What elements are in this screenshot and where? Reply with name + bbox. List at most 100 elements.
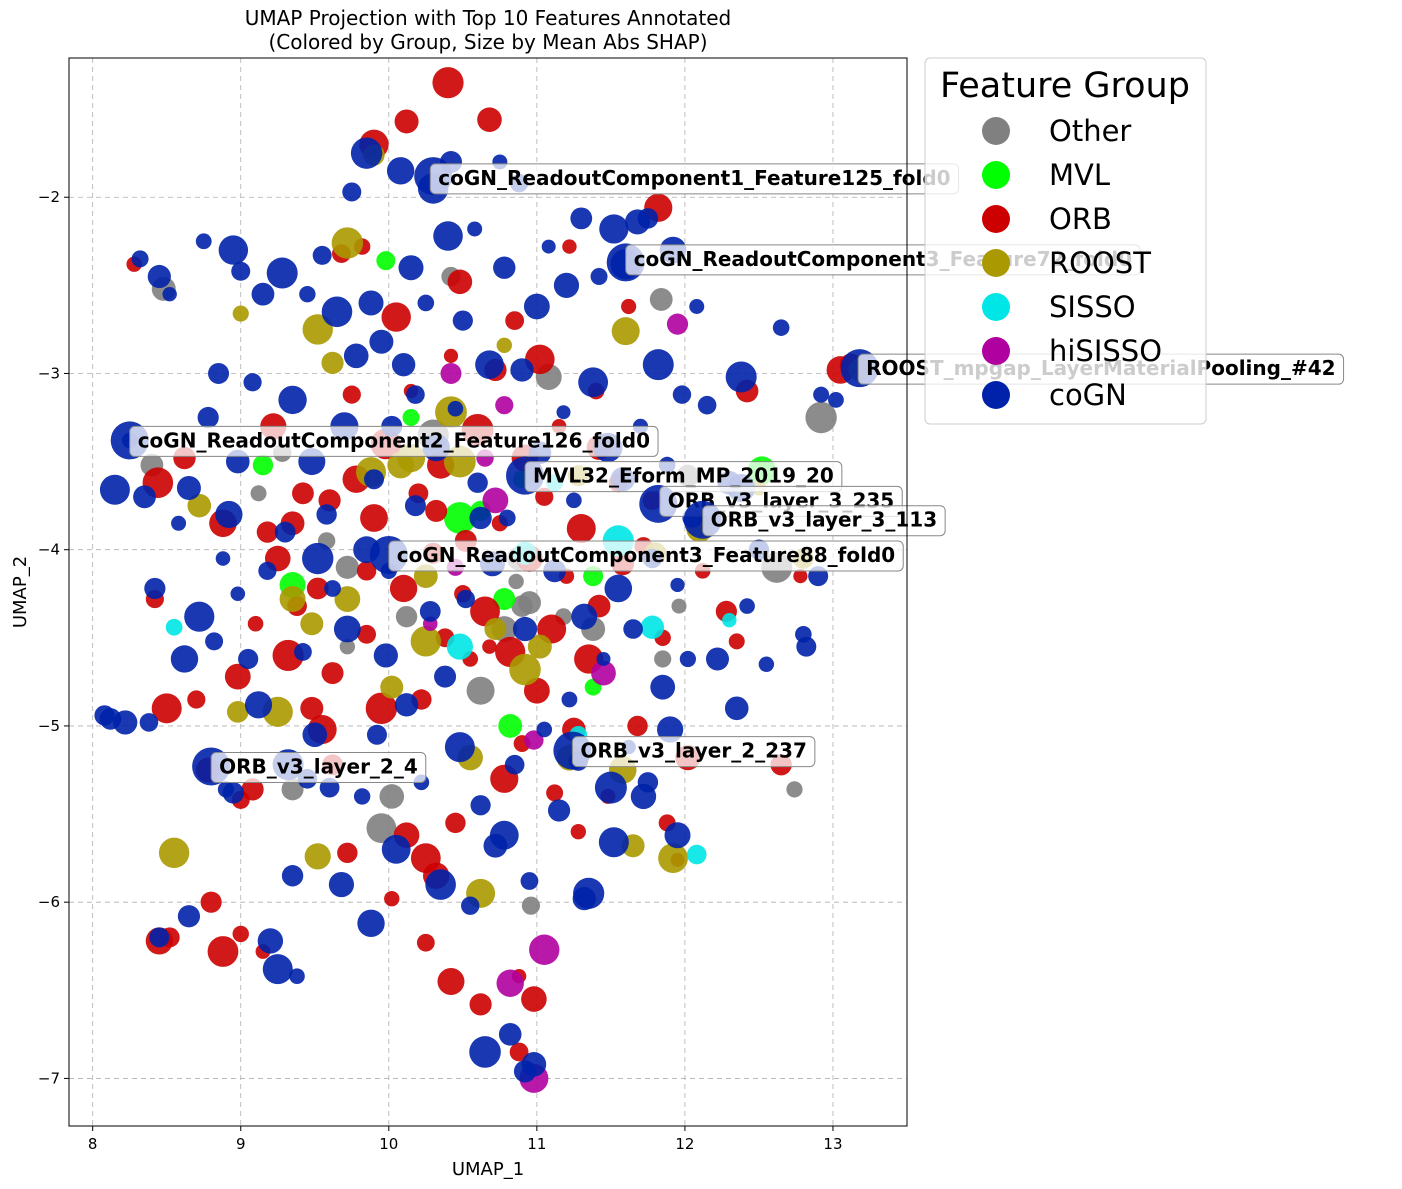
scatter-point-cogn [469,506,492,530]
scatter-point-orb [342,385,361,404]
scatter-point-cogn [470,795,491,816]
scatter-point-other [466,676,495,705]
scatter-point-other [786,781,803,798]
scatter-point-cogn [230,586,246,602]
scatter-point-other [281,778,304,801]
scatter-point-mvl [493,588,516,611]
scatter-point-cogn [373,643,398,668]
scatter-point-roost [331,227,364,259]
scatter-point-cogn [475,350,504,379]
scatter-point-cogn [162,286,177,302]
annotation-box [388,540,904,572]
scatter-point-cogn [289,968,305,984]
scatter-point-orb [566,514,596,544]
scatter-point-cogn [467,221,483,237]
scatter-point-cogn [489,820,519,850]
scatter-point-cogn [513,1060,537,1083]
scatter-point-cogn [195,233,212,250]
scatter-point-cogn [316,504,337,525]
scatter-point-cogn [262,954,293,985]
scatter-point-cogn [302,722,328,748]
scatter-point-other [654,650,672,668]
scatter-point-roost [658,843,688,874]
scatter-point-sisso [165,618,183,636]
scatter-point-orb [482,639,497,654]
scatter-point-cogn [456,589,475,609]
scatter-point-cogn [547,799,571,822]
scatter-point-cogn [670,577,685,593]
scatter-point-other [521,896,541,915]
scatter-point-other [671,598,687,614]
scatter-point-orb [416,933,435,952]
annotation-label: MVL32_Eform_MP_2019_20 [524,461,843,493]
legend: Feature Group Other MVL ORB ROOST SISSO hiSIS… [924,57,1207,425]
scatter-point-roost [527,634,552,659]
annotation-box [702,505,946,537]
scatter-point-cogn [623,619,643,639]
scatter-point-cogn [281,865,304,887]
scatter-point-cogn [510,358,534,382]
scatter-point-roost [509,653,541,686]
x-tick-label: 9 [236,1135,246,1153]
scatter-point-roost [484,618,507,641]
scatter-point-cogn [590,268,608,286]
scatter-point-cogn [357,909,385,938]
scatter-point-orb [381,302,411,332]
y-tick-label: −4 [38,541,60,559]
annotation-text: coGN_ReadoutComponent2_Feature126_fold0 [138,428,650,452]
scatter-point-other [395,605,418,628]
scatter-point-orb [728,633,745,650]
scatter-point-cogn [417,294,435,312]
legend-label-hisisso: hiSISSO [1049,334,1162,368]
scatter-point-cogn [523,293,550,320]
scatter-point-cogn [294,643,312,661]
scatter-point-roost [158,837,190,869]
scatter-point-cogn [139,713,159,732]
scatter-point-orb [535,487,554,506]
scatter-point-cogn [572,887,596,911]
scatter-point-orb [443,348,459,363]
scatter-point-cogn [664,822,691,849]
scatter-point-cogn [599,214,629,244]
annotation-text: MVL32_Eform_MP_2019_20 [533,464,834,488]
scatter-point-cogn [404,495,426,517]
annotation-label: ORB_v3_layer_3_113 [702,505,946,537]
scatter-point-cogn [197,406,219,429]
scatter-point-cogn [358,290,384,316]
scatter-point-cogn [171,515,187,531]
scatter-point-orb [410,843,441,874]
scatter-point-orb [241,778,264,801]
scatter-point-other [335,555,359,579]
x-axis-ticks: 8 9 10 11 12 13 [88,1126,843,1153]
scatter-point-roost [321,351,344,374]
scatter-point-cogn [257,928,284,954]
scatter-point-cogn [353,788,371,805]
scatter-point-sisso [686,844,707,865]
scatter-point-orb [521,986,547,1012]
scatter-point-orb [546,784,564,802]
scatter-point-orb [306,577,329,600]
scatter-point-cogn [434,665,457,688]
scatter-point-cogn [447,400,464,417]
scatter-point-cogn [386,157,415,185]
scatter-point-cogn [637,208,659,229]
scatter-point-cogn [498,1023,522,1046]
legend-marker-orb [982,205,1010,233]
scatter-point-cogn [425,869,456,900]
scatter-point-cogn [444,732,475,763]
scatter-point-orb [224,663,251,690]
scatter-point-roost [226,701,249,723]
scatter-point-orb [627,715,648,737]
scatter-point-cogn [512,616,538,642]
scatter-point-cogn [243,373,262,392]
scatter-point-orb [365,692,398,725]
legend-label-cogn: coGN [1049,378,1127,412]
scatter-point-mvl [402,409,420,427]
annotation-box [129,425,659,457]
scatter-point-mvl [498,714,523,738]
scatter-point-cogn [536,721,553,738]
scatter-point-cogn [215,551,231,566]
scatter-point-cogn [278,385,307,415]
scatter-point-roost [187,493,212,518]
scatter-point-cogn [598,827,629,858]
